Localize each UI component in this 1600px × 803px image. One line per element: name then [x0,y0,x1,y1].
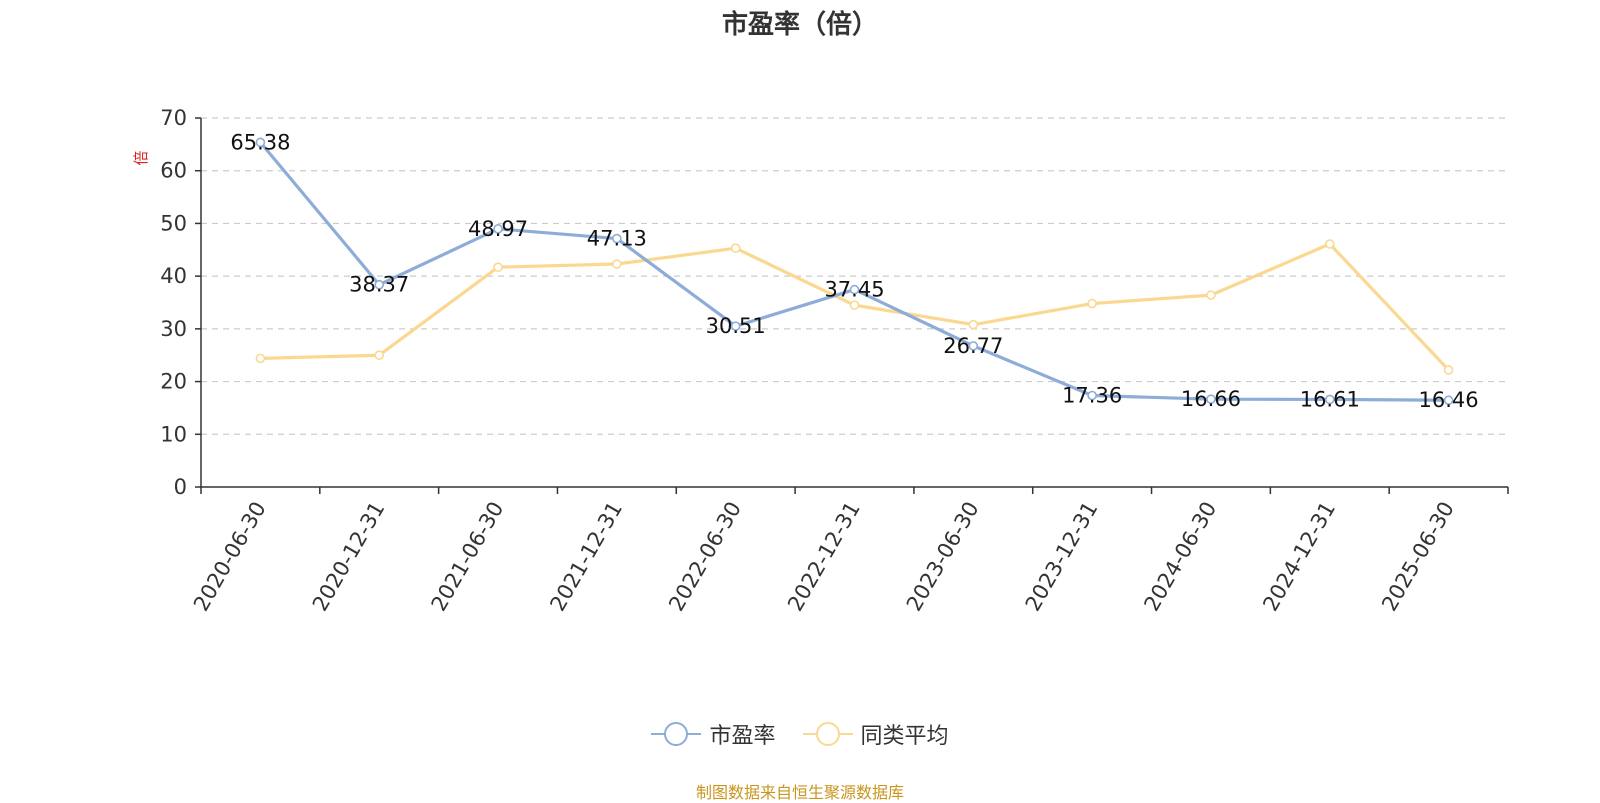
data-point [612,233,622,244]
y-tick-label: 60 [160,159,187,183]
data-point [1087,298,1097,309]
y-tick-label: 50 [160,211,187,235]
y-tick-label: 40 [160,264,187,288]
x-tick-label: 2022-06-30 [664,498,746,616]
x-tick-label: 2024-06-30 [1139,498,1221,616]
chart-title: 市盈率（倍） [721,10,878,40]
x-tick-label: 2020-06-30 [189,498,271,616]
data-label: 17.36 [1062,383,1122,407]
source-note: 制图数据来自恒生聚源数据库 [695,783,904,802]
data-point [493,224,503,234]
x-tick-label: 2022-12-31 [783,498,865,616]
y-axis-label: 倍 [132,150,150,165]
data-label: 16.66 [1181,387,1241,411]
data-label: 30.51 [706,314,766,338]
data-point [1443,395,1454,406]
x-tick-label: 2025-06-30 [1377,498,1459,616]
legend-item-peer-average[interactable]: 同类平均 [802,718,949,750]
x-tick-label: 2021-06-30 [427,498,509,616]
legend-marker-peer-average [802,722,853,746]
data-point [374,350,385,361]
x-tick-label: 2021-12-31 [545,498,627,616]
data-point [1443,365,1454,375]
legend-marker-pe [651,722,702,746]
data-label: 38.37 [349,273,409,297]
y-tick-label: 30 [160,317,187,341]
x-tick-label: 2023-12-31 [1021,498,1103,616]
legend-label-pe: 市盈率 [709,724,776,749]
data-point [255,353,266,364]
data-point [730,243,741,254]
x-tick-label: 2020-12-31 [308,498,390,616]
data-point [849,284,860,295]
data-point [493,262,503,272]
legend: 市盈率 同类平均 [0,718,1600,752]
data-point [1324,394,1335,405]
data-point [849,300,860,310]
x-tick-label: 2023-06-30 [902,498,984,616]
data-label: 37.45 [824,278,884,302]
data-label: 16.61 [1300,387,1360,411]
data-point [968,341,979,351]
data-point [968,319,979,330]
y-tick-label: 0 [174,475,187,499]
data-point [612,259,622,269]
y-tick-label: 20 [160,370,187,394]
legend-label-peer-average: 同类平均 [860,724,949,749]
data-point [374,279,385,290]
data-label: 47.13 [587,227,647,251]
data-point [730,321,741,331]
y-tick-label: 70 [160,106,187,130]
data-point [1087,390,1097,401]
y-tick-label: 10 [160,422,187,446]
data-point [1206,290,1216,300]
data-label: 48.97 [468,217,528,241]
legend-item-pe[interactable]: 市盈率 [651,718,776,750]
data-point [255,137,266,148]
data-label: 26.77 [943,334,1003,358]
data-point [1206,394,1216,404]
data-label: 65.38 [230,130,290,154]
x-tick-label: 2024-12-31 [1258,498,1340,616]
data-point [1324,239,1335,249]
data-label: 16.46 [1419,388,1479,412]
